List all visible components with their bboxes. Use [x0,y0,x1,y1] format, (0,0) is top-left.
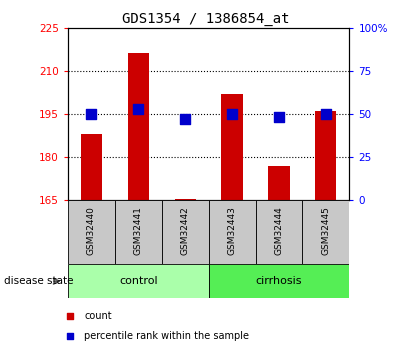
Point [182,116,188,122]
Point [135,106,141,111]
Text: GSM32444: GSM32444 [275,206,284,255]
Bar [268,166,289,200]
Bar [302,200,349,264]
Text: GSM32440: GSM32440 [87,206,96,255]
Point [67,313,73,318]
Bar [162,200,209,264]
Text: GSM32442: GSM32442 [180,206,189,255]
Point [67,334,73,339]
Text: GSM32445: GSM32445 [321,206,330,255]
Bar [115,200,162,264]
Text: disease state: disease state [4,276,74,286]
Text: cirrhosis: cirrhosis [256,276,302,286]
Point [323,111,329,117]
Text: count: count [84,311,112,321]
Text: control: control [119,276,157,286]
Text: GSM32443: GSM32443 [228,206,237,255]
Bar [315,111,337,200]
Bar [128,53,149,200]
Text: GDS1354 / 1386854_at: GDS1354 / 1386854_at [122,12,289,26]
Text: percentile rank within the sample: percentile rank within the sample [84,332,249,341]
Bar [256,200,302,264]
Point [88,111,95,117]
Bar [209,200,256,264]
Point [229,111,236,117]
Bar [81,134,102,200]
Point [276,115,282,120]
Text: GSM32441: GSM32441 [134,206,143,255]
Bar [68,200,115,264]
Bar [175,199,196,200]
Bar [209,264,349,298]
Bar [68,264,209,298]
Bar [222,94,242,200]
